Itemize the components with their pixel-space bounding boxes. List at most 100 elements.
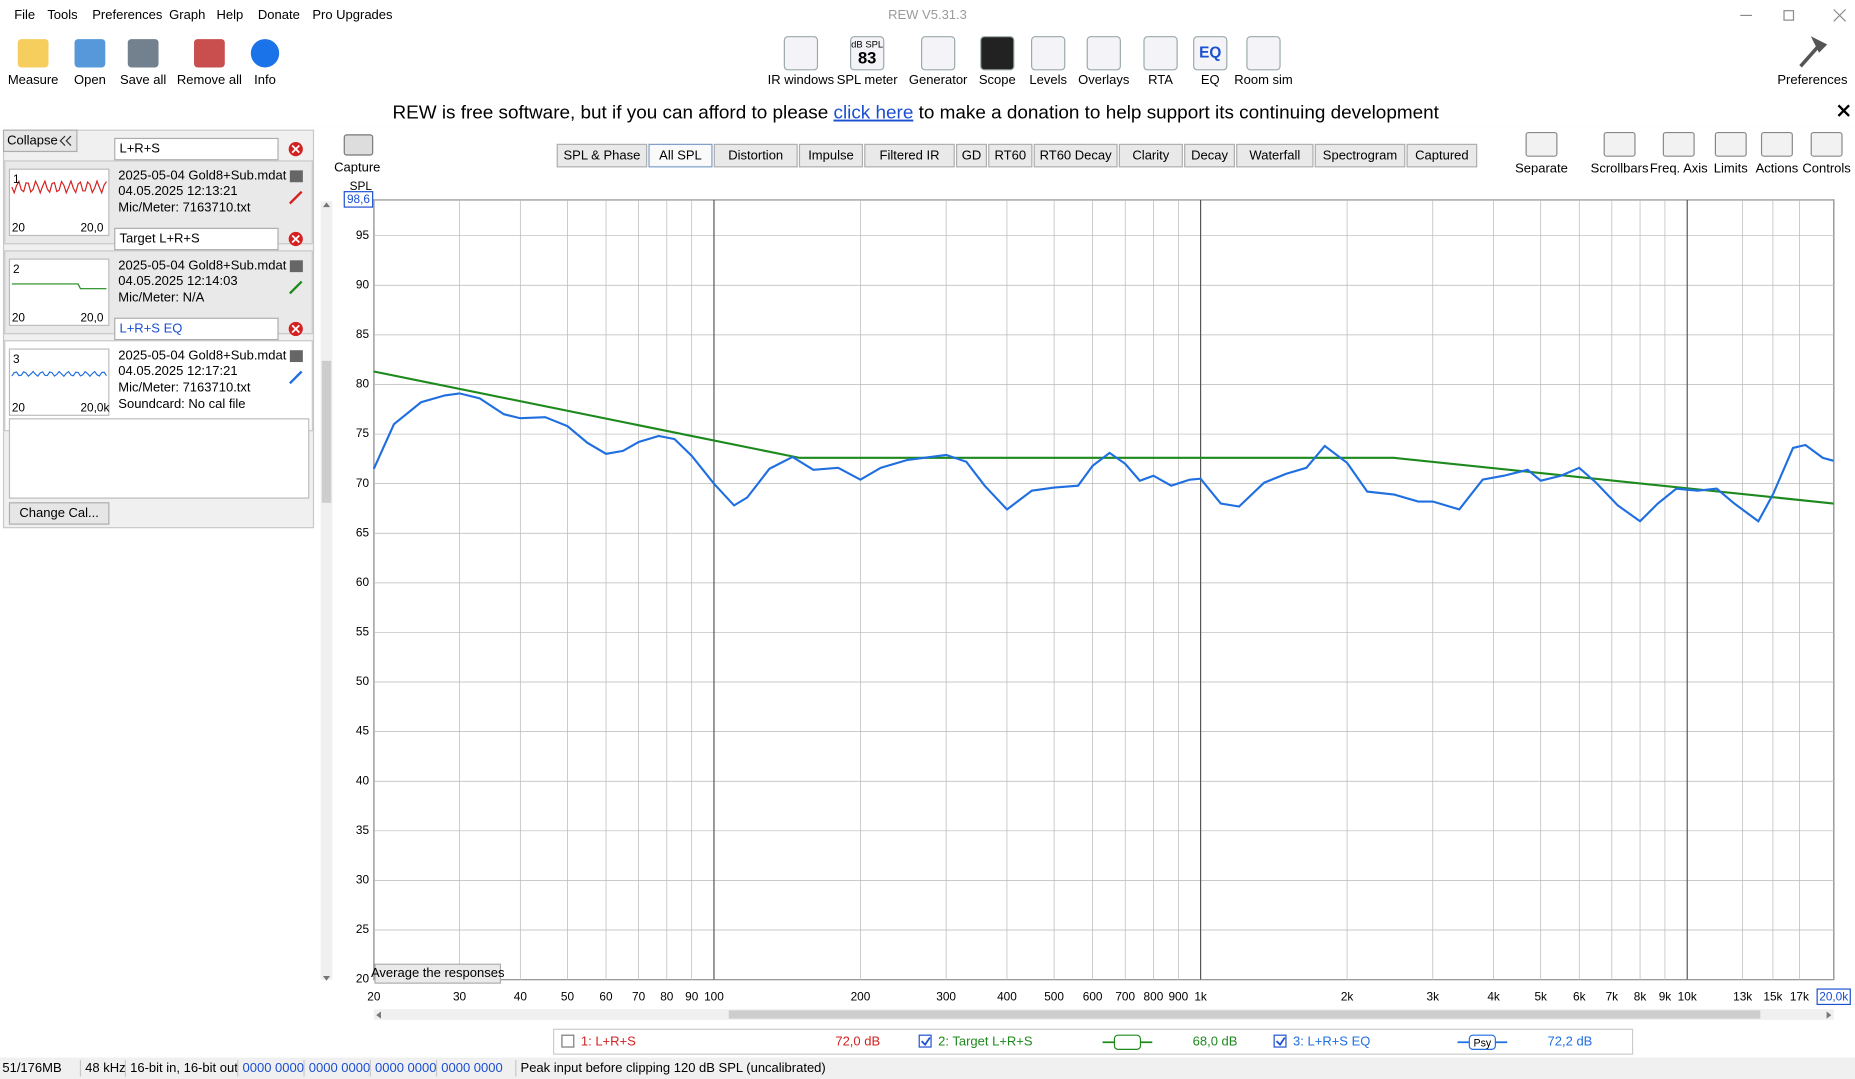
tool-icon[interactable] (980, 36, 1015, 71)
graph-tab[interactable] (1184, 143, 1235, 168)
legend-name[interactable]: 2: Target L+R+S (938, 1034, 1033, 1049)
legend-checkbox[interactable] (561, 1034, 575, 1048)
tool-icon[interactable] (920, 36, 956, 71)
graph-tool-label[interactable]: Freq. Axis (1650, 161, 1708, 176)
graph-tab[interactable] (648, 143, 713, 168)
graph-tab[interactable] (1236, 143, 1314, 168)
tool-icon[interactable] (783, 36, 819, 71)
toolbar-label[interactable]: SPL meter (837, 72, 899, 87)
graph-tab-label[interactable]: Spectrogram (1323, 148, 1397, 163)
h-scroll-thumb[interactable] (728, 1010, 1761, 1019)
graph-tab-label[interactable]: SPL & Phase (563, 148, 640, 163)
color-swatch[interactable] (289, 190, 303, 205)
legend-checkbox[interactable] (918, 1034, 932, 1048)
graph-tab[interactable] (798, 143, 864, 168)
preferences-icon[interactable] (1799, 36, 1828, 68)
graph-tool-icon[interactable] (1525, 131, 1558, 157)
close-window[interactable] (1833, 9, 1846, 22)
graph-tab-label[interactable]: RT60 (995, 148, 1027, 163)
toolbar-label[interactable]: EQ (1201, 72, 1220, 87)
name-box[interactable] (114, 137, 279, 161)
color-swatch[interactable] (289, 370, 303, 385)
info-icon[interactable] (289, 260, 303, 273)
toolbar-label[interactable]: Levels (1029, 72, 1067, 87)
graph-tab-label[interactable]: GD (962, 148, 982, 163)
tool-icon[interactable] (1086, 36, 1121, 71)
change-cal-button[interactable] (8, 502, 110, 525)
capture-icon[interactable] (343, 134, 374, 156)
toolbar-label[interactable]: RTA (1148, 72, 1173, 87)
average-label[interactable]: Average the responses (371, 965, 505, 980)
graph-tab-label[interactable]: Impulse (808, 148, 854, 163)
graph-tab[interactable] (1406, 143, 1478, 168)
graph-tool-icon[interactable] (1714, 131, 1747, 157)
toolbar-button[interactable] (74, 39, 106, 68)
graph-tab[interactable] (1118, 143, 1183, 168)
toolbar-button[interactable] (194, 39, 225, 68)
tool-icon[interactable] (1031, 36, 1066, 71)
graph-tab[interactable] (556, 143, 648, 168)
graph-tab-label[interactable]: Decay (1191, 148, 1228, 163)
toolbar-label[interactable]: Overlays (1078, 72, 1130, 87)
toolbar-label[interactable]: Generator (909, 72, 968, 87)
tool-icon[interactable] (1193, 36, 1228, 71)
name-box[interactable] (114, 317, 279, 341)
graph-tab[interactable] (713, 143, 798, 168)
menu-item[interactable]: Donate (258, 7, 300, 22)
graph-tab[interactable] (1033, 143, 1118, 168)
tool-icon[interactable] (1246, 36, 1281, 71)
panel-scroll-thumb[interactable] (321, 360, 332, 503)
toolbar-label[interactable]: Scope (979, 72, 1016, 87)
graph-tool-label[interactable]: Limits (1714, 161, 1748, 176)
graph-tab[interactable] (864, 143, 955, 168)
menu-item[interactable]: Graph (169, 7, 205, 22)
menu-item[interactable]: Help (216, 7, 243, 22)
average-button[interactable] (374, 963, 502, 984)
menu-item[interactable]: Tools (47, 7, 78, 22)
menu-item[interactable]: Preferences (92, 7, 163, 22)
graph-tab-label[interactable]: Captured (1415, 148, 1468, 163)
collapse-button[interactable] (2, 129, 78, 153)
graph-tool-label[interactable]: Actions (1756, 161, 1799, 176)
graph-tab-label[interactable]: All SPL (659, 148, 702, 163)
name-box[interactable] (114, 227, 279, 251)
graph-tab[interactable] (988, 143, 1033, 168)
toolbar-label[interactable]: IR windows (768, 72, 835, 87)
legend-name[interactable]: 3: L+R+S EQ (1293, 1034, 1370, 1049)
change-cal-label[interactable]: Change Cal... (19, 505, 99, 520)
donate-link[interactable]: click here (833, 103, 913, 124)
menu-item[interactable]: File (14, 7, 35, 22)
legend-name[interactable]: 1: L+R+S (581, 1034, 636, 1049)
banner-close[interactable] (1837, 104, 1850, 117)
toolbar-label[interactable]: Preferences (1777, 72, 1848, 87)
toolbar-button[interactable] (250, 39, 280, 68)
measurement-name[interactable]: L+R+S (119, 141, 160, 156)
graph-tab-label[interactable]: RT60 Decay (1040, 148, 1113, 163)
window-controls[interactable] (1740, 9, 1846, 22)
graph-tab-label[interactable]: Distortion (728, 148, 783, 163)
measurement-name[interactable]: L+R+S EQ (119, 320, 182, 335)
color-swatch[interactable] (289, 280, 303, 295)
graph-tab-label[interactable]: Waterfall (1249, 148, 1300, 163)
info-icon[interactable] (289, 350, 303, 363)
graph-tool-label[interactable]: Separate (1515, 161, 1568, 176)
graph-tab-label[interactable]: Clarity (1132, 148, 1169, 163)
toolbar-label[interactable]: Room sim (1234, 72, 1293, 87)
graph-tool-icon[interactable] (1603, 131, 1636, 157)
tool-icon[interactable] (850, 36, 885, 71)
graph-tab[interactable] (956, 143, 988, 168)
graph-tool-icon[interactable] (1662, 131, 1695, 157)
graph-tab-label[interactable]: Filtered IR (880, 148, 940, 163)
toolbar-button[interactable] (127, 39, 159, 68)
graph-tool-icon[interactable] (1810, 131, 1843, 157)
restore[interactable] (1783, 10, 1795, 21)
graph-tab[interactable] (1314, 143, 1406, 168)
measurement-name[interactable]: Target L+R+S (119, 230, 200, 245)
legend-checkbox[interactable] (1273, 1034, 1287, 1048)
graph-tool-label[interactable]: Scrollbars (1591, 161, 1649, 176)
capture-label[interactable]: Capture (334, 159, 380, 174)
graph-tool-label[interactable]: Controls (1802, 161, 1851, 176)
info-icon[interactable] (289, 170, 303, 183)
menu-item[interactable]: Pro Upgrades (312, 7, 393, 22)
graph-tool-icon[interactable] (1760, 131, 1793, 157)
